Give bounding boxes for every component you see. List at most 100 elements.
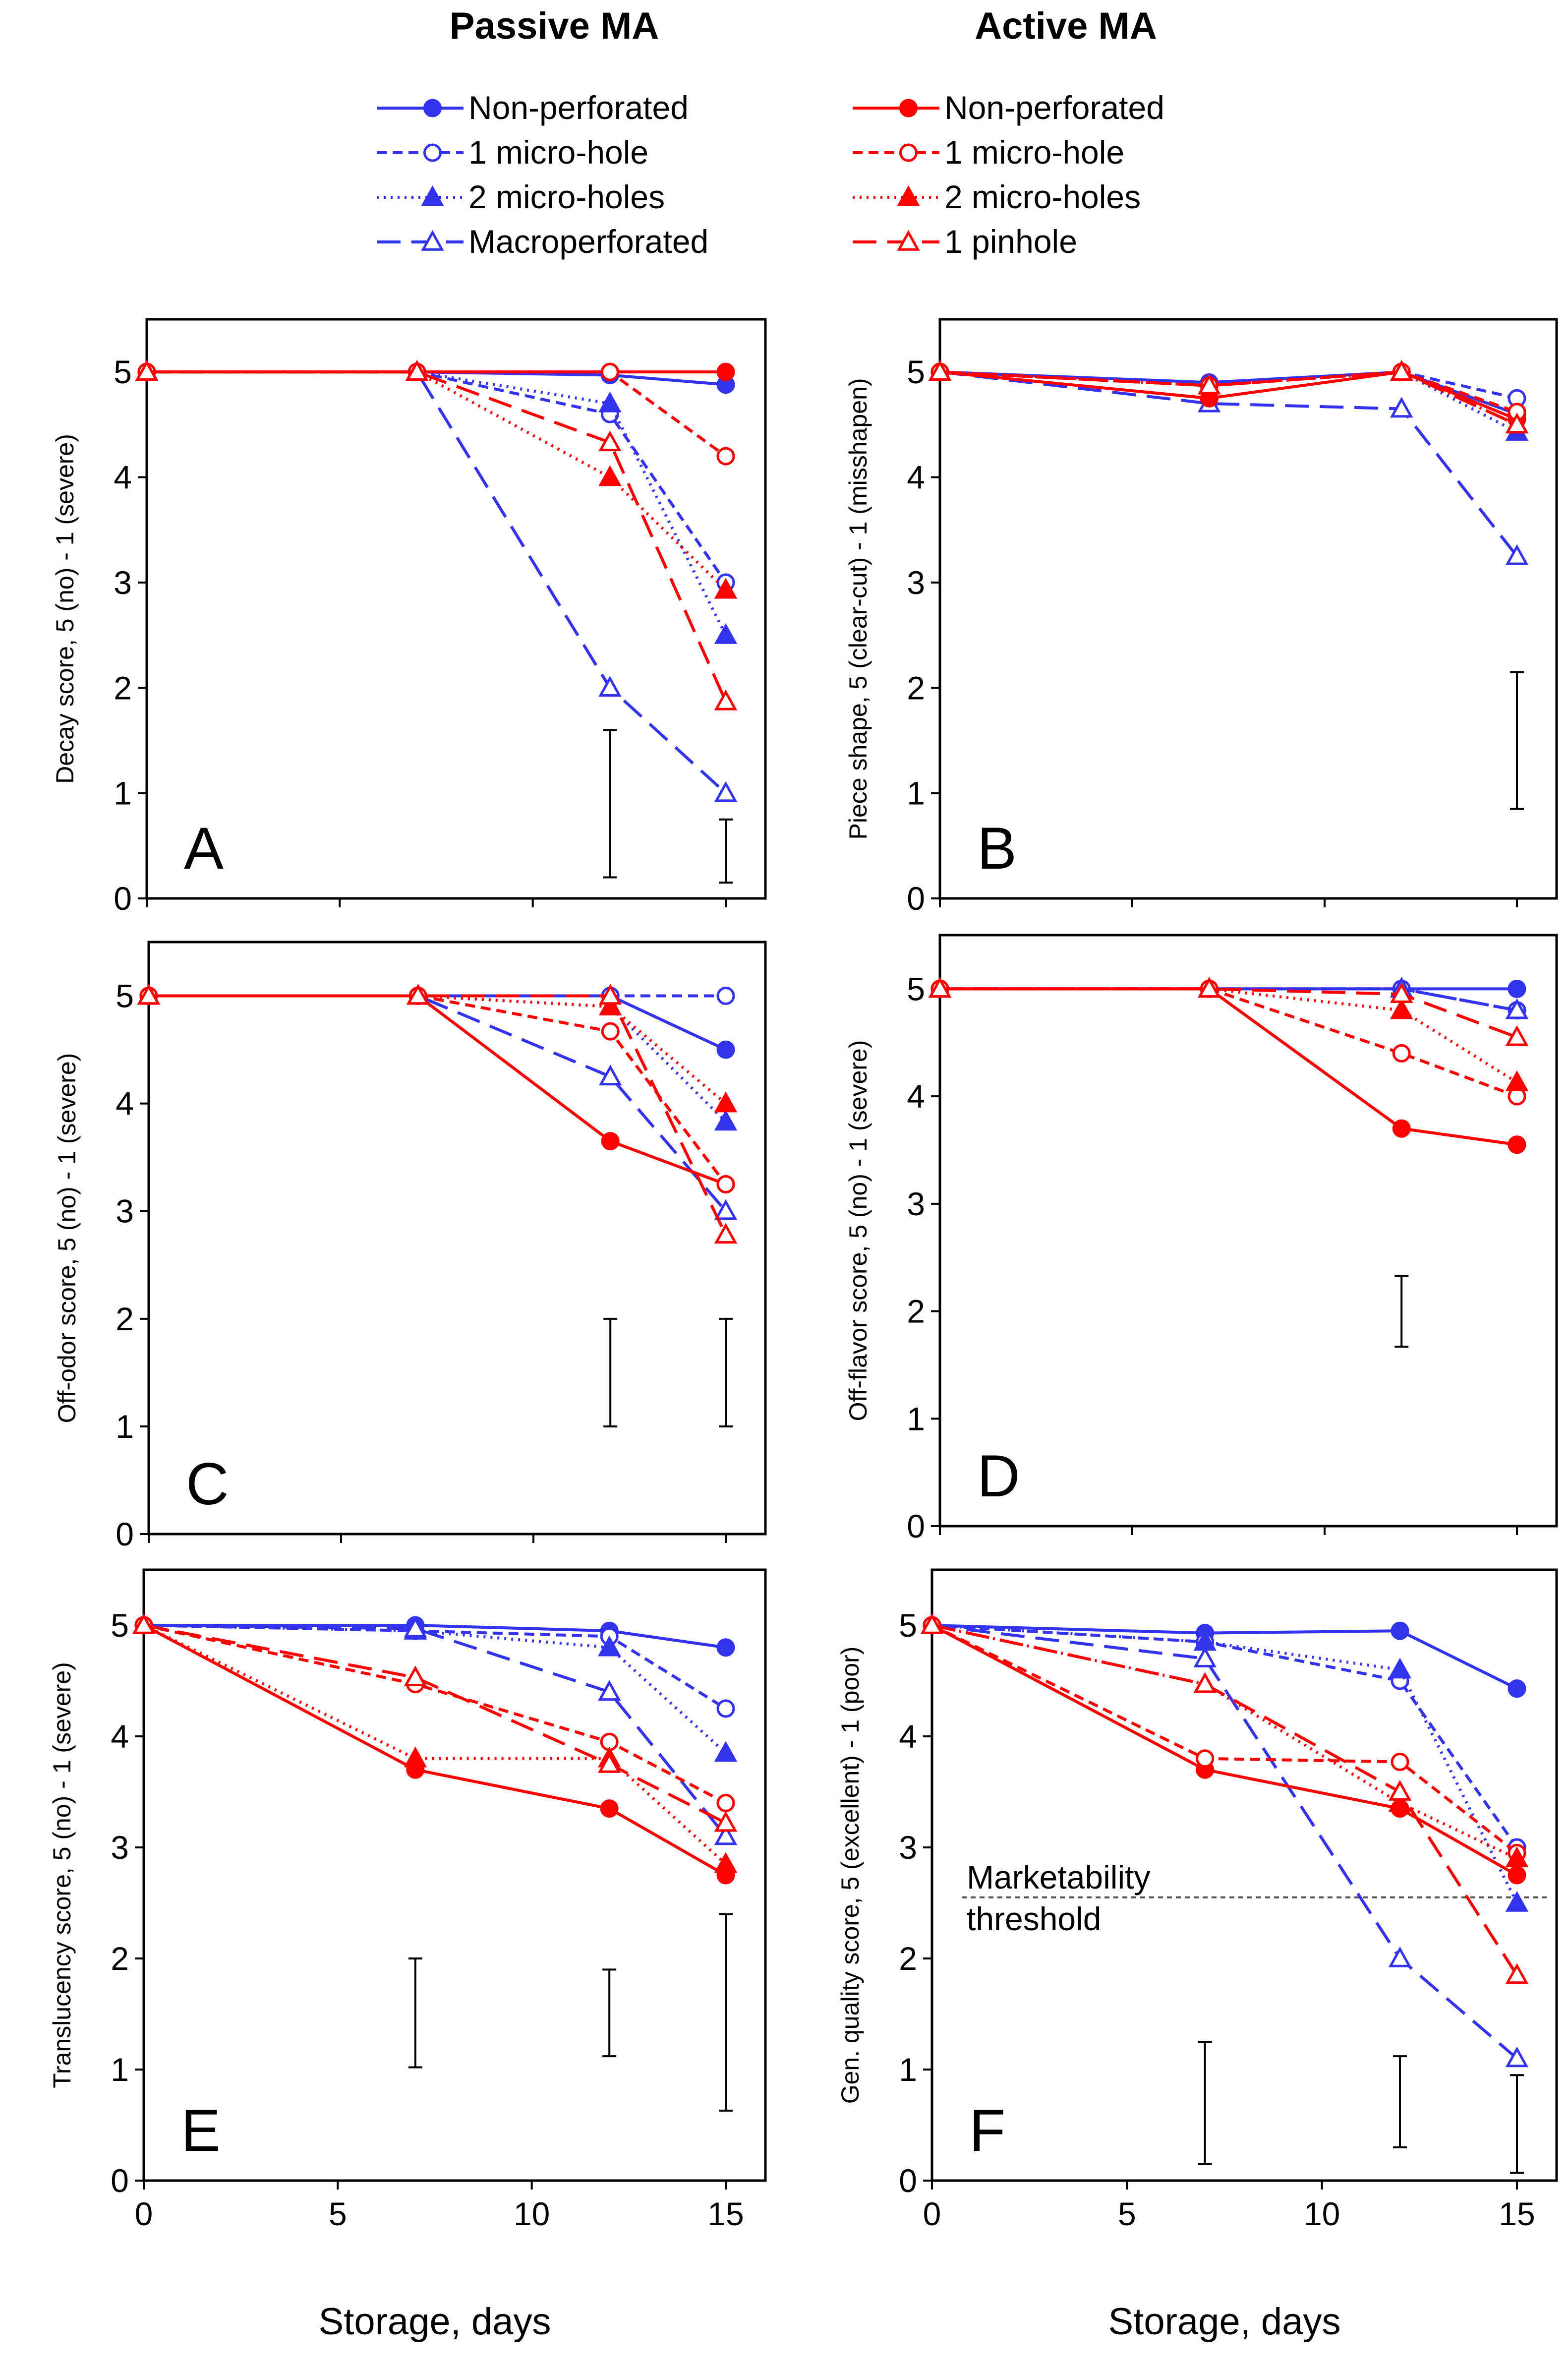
- y-tick-label-c-1: 1: [116, 1408, 134, 1445]
- y-tick-label-b-1: 1: [907, 775, 925, 812]
- data-point-c-3-3: [714, 1199, 738, 1220]
- data-point-f-2-3: [1505, 1891, 1529, 1912]
- error-bar-e-0: [408, 1957, 422, 2069]
- series-line: [143, 1624, 727, 1877]
- y-axis-label-f: Gen. quality score, 5 (excellent) - 1 (p…: [836, 1647, 864, 2104]
- y-tick-label-a-2: 2: [114, 669, 132, 706]
- y-tick-label-f-3: 3: [899, 1829, 917, 1866]
- data-point-f-4-3: [1508, 1866, 1526, 1885]
- series-line: [149, 994, 727, 1212]
- y-tick-label-e-2: 2: [111, 1940, 129, 1977]
- legend-label-active-3: 1 pinhole: [944, 223, 1077, 260]
- y-tick-label-d-4: 4: [907, 1078, 925, 1115]
- legend-marker-active-3: [897, 230, 920, 251]
- series-line: [939, 370, 1518, 557]
- data-point-e-7-2: [597, 1752, 621, 1773]
- data-point-a-6-2: [598, 465, 622, 486]
- panel-e: 0 1 2 3 4 5 0 5 10 15 Translucency score, 5 (no) -…: [48, 1568, 767, 2343]
- panel-letter-a: A: [184, 815, 224, 882]
- series-b-red-mac: [928, 360, 1529, 434]
- series-a-red-m2: [135, 360, 738, 599]
- series-a-blue-m1: [137, 362, 735, 592]
- data-point-f-7-1: [1193, 1672, 1217, 1693]
- y-tick-label-d-0: 0: [907, 1508, 925, 1544]
- data-point-e-4-2: [600, 1799, 619, 1818]
- data-point-b-7-2: [1390, 360, 1413, 381]
- series-line: [939, 370, 1518, 433]
- y-tick-label-c-4: 4: [116, 1085, 134, 1122]
- error-bar-a-1: [719, 818, 733, 884]
- data-point-e-5-3: [716, 1793, 735, 1812]
- data-point-a-5-2: [600, 362, 619, 381]
- y-tick-label-a-0: 0: [114, 880, 132, 917]
- panel-f: 0 1 2 3 4 5 0 5 10 15 Gen. quality score, 5 (excel…: [836, 1568, 1558, 2343]
- series-line: [143, 1624, 727, 1805]
- data-point-b-7-1: [1197, 373, 1221, 395]
- data-point-c-6-3: [714, 1091, 738, 1113]
- series-f-red-np: [923, 1616, 1526, 1885]
- series-b-red-np: [930, 362, 1526, 429]
- series-c-red-mac: [137, 984, 738, 1244]
- x-axis-label-f: Storage, days: [1108, 2301, 1341, 2343]
- data-point-c-0-3: [716, 1040, 735, 1059]
- data-point-f-6-2: [1388, 1791, 1412, 1812]
- data-point-d-7-2: [1390, 982, 1413, 1003]
- panel-a: 0 1 2 3 4 5 Decay score, 5 (no) - 1 (severe) A: [51, 318, 767, 917]
- data-point-f-7-3: [1505, 1963, 1529, 1984]
- y-tick-label-d-5: 5: [907, 970, 925, 1007]
- data-point-d-4-3: [1508, 1135, 1526, 1154]
- data-point-e-3-3: [714, 1824, 738, 1845]
- error-bar-f-0: [1198, 2041, 1212, 2165]
- series-line: [939, 370, 1518, 426]
- data-point-f-0-2: [1391, 1621, 1409, 1640]
- column-header-active: Active MA: [975, 5, 1157, 47]
- panel-letter-b: B: [977, 815, 1017, 882]
- legend-marker-passive-1: [423, 143, 442, 162]
- data-point-f-6-3: [1505, 1846, 1529, 1868]
- error-bar-f-1: [1393, 2055, 1407, 2148]
- threshold-label-line2: threshold: [967, 1900, 1102, 1937]
- series-line: [147, 370, 727, 703]
- y-tick-label-c-2: 2: [116, 1301, 134, 1337]
- data-point-c-7-3: [714, 1223, 738, 1244]
- series-line: [940, 987, 1517, 1012]
- series-line: [940, 987, 1518, 1039]
- column-header-passive: Passive MA: [450, 5, 659, 47]
- y-tick-label-b-0: 0: [907, 880, 925, 917]
- series-line: [143, 1624, 727, 1837]
- y-tick-label-f-5: 5: [899, 1607, 917, 1644]
- legend-marker-active-2: [897, 185, 920, 206]
- data-point-c-1-3: [716, 987, 735, 1006]
- data-point-d-6-2: [1390, 998, 1413, 1019]
- series-c-red-np: [139, 987, 735, 1193]
- y-tick-label-e-3: 3: [111, 1829, 129, 1866]
- data-point-e-7-0: [132, 1613, 156, 1634]
- series-line: [931, 1624, 1518, 1690]
- y-tick-label-e-5: 5: [111, 1607, 129, 1644]
- series-line: [939, 370, 1518, 421]
- series-e-red-m1: [134, 1616, 735, 1812]
- series-a-blue-m2: [135, 360, 738, 644]
- y-tick-label-d-3: 3: [907, 1185, 925, 1222]
- legend-label-passive-3: Macroperforated: [468, 223, 708, 260]
- threshold-label-line1: Marketability: [967, 1859, 1150, 1896]
- panel-d: 0 1 2 3 4 5 Off-flavor score, 5 (no) - 1 (seve…: [844, 934, 1558, 1544]
- data-point-f-3-1: [1193, 1647, 1217, 1667]
- error-bar-c-0: [603, 1317, 618, 1427]
- legend-label-active-2: 2 micro-holes: [944, 178, 1141, 215]
- legend-label-active-0: Non-perforated: [944, 89, 1164, 126]
- y-axis-label-a: Decay score, 5 (no) - 1 (severe): [51, 434, 79, 784]
- legend-marker-passive-3: [421, 230, 444, 251]
- data-point-a-7-3: [714, 689, 738, 711]
- y-tick-label-f-1: 1: [899, 2051, 917, 2088]
- data-point-e-6-1: [404, 1746, 427, 1768]
- data-point-a-5-3: [716, 447, 735, 466]
- data-point-b-7-0: [928, 360, 952, 381]
- series-d-red-m1: [930, 979, 1526, 1106]
- data-point-e-2-3: [714, 1741, 738, 1762]
- series-line: [940, 987, 1517, 1146]
- series-line: [149, 994, 727, 1185]
- legend-marker-passive-0: [423, 99, 442, 118]
- error-bar-b-0: [1510, 671, 1524, 810]
- y-tick-label-e-0: 0: [111, 2162, 129, 2199]
